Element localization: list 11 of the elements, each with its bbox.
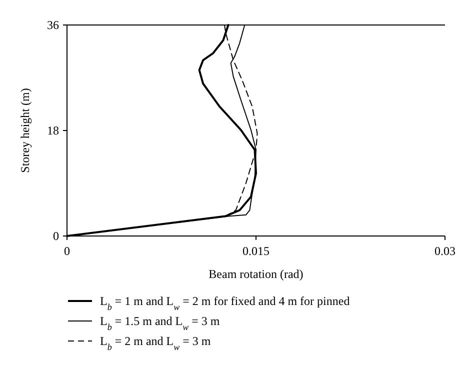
y-tick-label: 0: [53, 229, 59, 243]
x-tick-label: 0.015: [242, 244, 270, 258]
y-axis-title: Storey height (m): [18, 88, 32, 173]
legend-label: L$_{b}$ = 2 m and L$_{w}$ = 3 m: [100, 334, 212, 352]
legend-label: L$_{b}$ = 1.5 m and L$_{w}$ = 3 m: [100, 314, 220, 332]
x-tick-label: 0.03: [434, 244, 456, 258]
x-axis-title: Beam rotation (rad): [208, 267, 304, 281]
legend-label: L$_{b}$ = 1 m and L$_{w}$ = 2 m for fixed and 4 m for pinned: [100, 294, 350, 312]
y-tick-label: 18: [47, 124, 59, 138]
y-tick-label: 36: [47, 18, 59, 32]
x-tick-label: 0: [64, 244, 70, 258]
